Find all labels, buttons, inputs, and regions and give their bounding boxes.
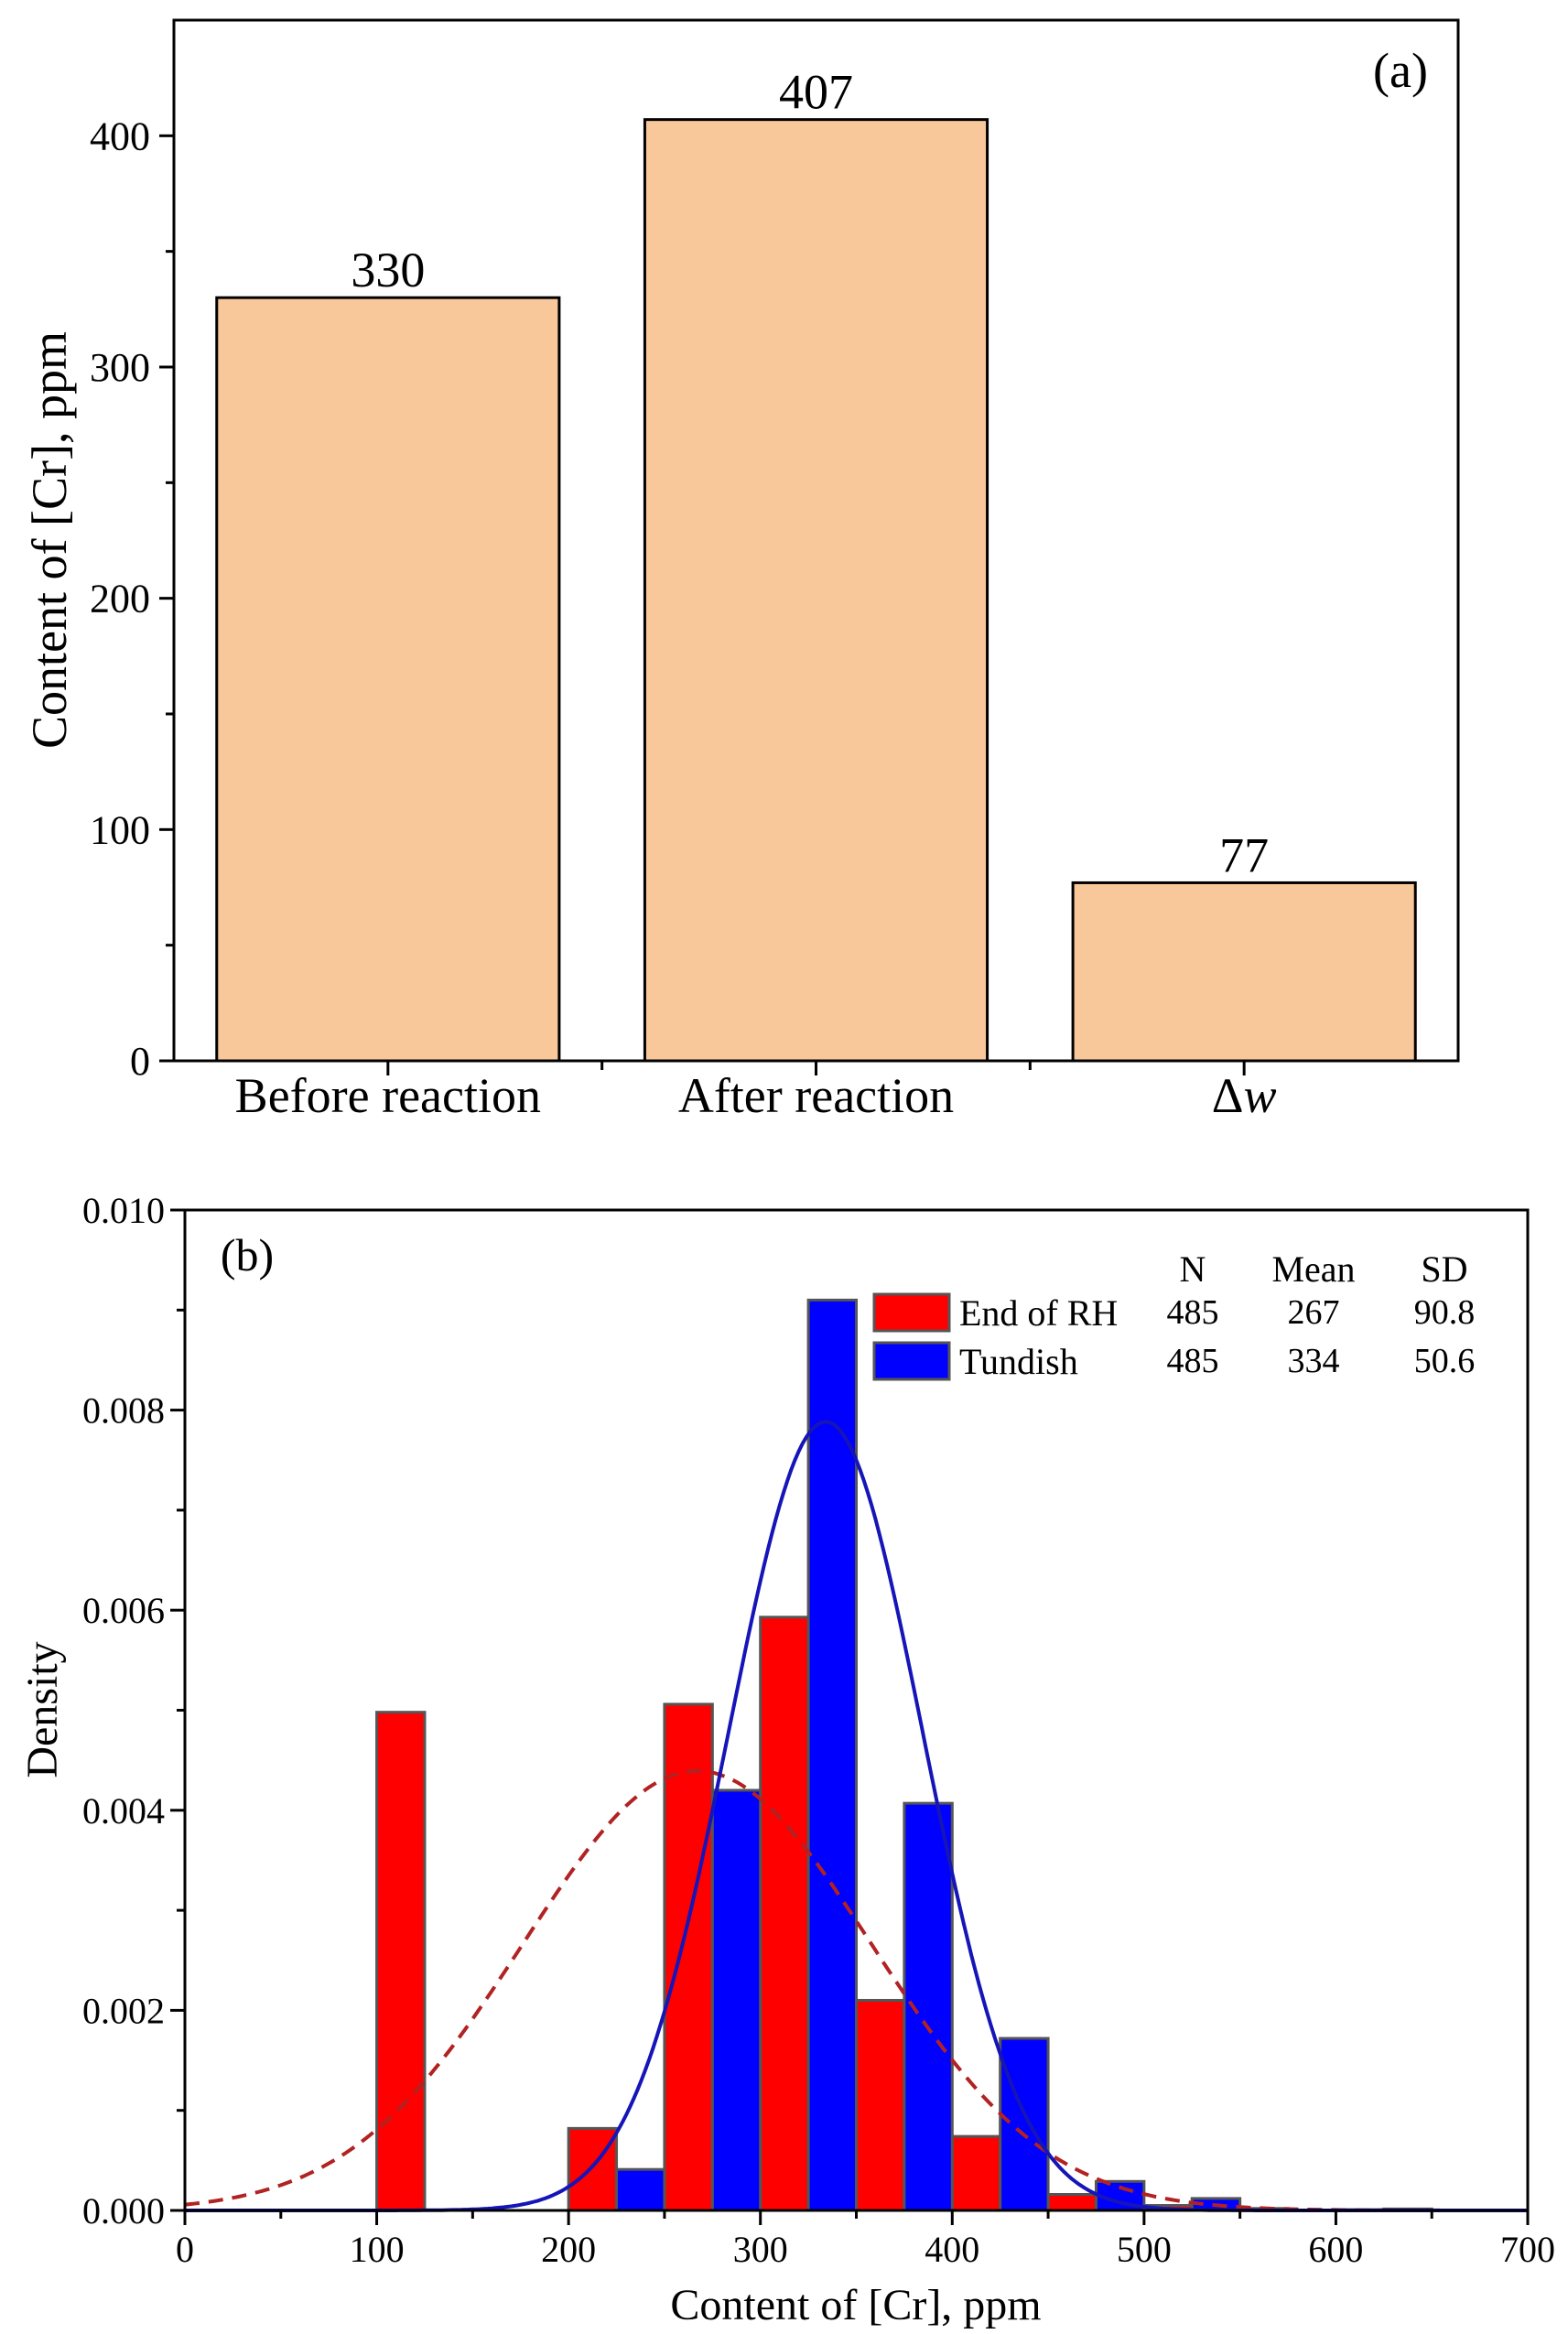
- legend-n-tundish: 485: [1167, 1342, 1219, 1380]
- x-tick-label-0: 0: [176, 2229, 194, 2270]
- legend-swatch-end-of-rh: [872, 1292, 951, 1333]
- hist-bar-end-of-rh-450: [1046, 2193, 1098, 2212]
- legend-header-sd: SD: [1421, 1248, 1467, 1290]
- bar-before-reaction: [215, 296, 561, 1063]
- x-tick-label-400: 400: [925, 2229, 979, 2270]
- hist-bar-tundish-425: [999, 2037, 1050, 2212]
- panel-b-label: (b): [221, 1229, 274, 1280]
- hist-bar-tundish-275: [710, 1788, 762, 2212]
- y-tick-label-100: 100: [90, 807, 150, 852]
- y-tick-label-200: 200: [90, 577, 150, 621]
- hist-bar-end-of-rh-100: [375, 1711, 427, 2212]
- hist-bar-end-of-rh-400: [950, 2134, 1002, 2212]
- panel-a-bar-chart: 330 407 77 0 100 200 300 400 Before reaction Af…: [22, 18, 1460, 1123]
- legend-label-end-of-rh: End of RH: [959, 1292, 1118, 1334]
- y-tick-label-2: 0.004: [82, 1790, 165, 1832]
- x-tick-label-600: 600: [1308, 2229, 1363, 2270]
- panel-a-bars: [215, 118, 1417, 1063]
- panel-b-histogram: 0.000 0.002 0.004 0.006 0.008 0.010 0 100 200 30…: [18, 1190, 1555, 2329]
- y-tick-label-0: 0.000: [82, 2190, 165, 2231]
- hist-bar-end-of-rh-200: [567, 2126, 619, 2212]
- panel-a-y-axis-title: Content of [Cr], ppm: [22, 331, 77, 749]
- hist-bar-tundish-225: [615, 2167, 666, 2212]
- data-label-after-reaction: 407: [779, 65, 853, 120]
- x-tick-label-500: 500: [1117, 2229, 1172, 2270]
- hist-bar-tundish-325: [806, 1298, 858, 2212]
- y-tick-label-400: 400: [90, 113, 150, 158]
- y-tick-label-3: 0.006: [82, 1590, 165, 1631]
- legend-n-end-of-rh: 485: [1167, 1293, 1219, 1332]
- panel-b-x-axis-title: Content of [Cr], ppm: [670, 2281, 1041, 2329]
- x-tick-label-w: Δw: [1212, 1068, 1277, 1123]
- panel-a-plot-frame: [172, 18, 1460, 1063]
- y-tick-label-300: 300: [90, 345, 150, 390]
- hist-bar-end-of-rh-350: [855, 1998, 906, 2212]
- panel-a-y-axis-ticks: 0 100 200 300 400: [90, 113, 174, 1084]
- bar-after-reaction: [643, 118, 989, 1063]
- x-tick-label-before-reaction: Before reaction: [235, 1068, 541, 1123]
- panel-a-data-labels: 330 407 77: [351, 65, 1269, 883]
- x-tick-label-700: 700: [1500, 2229, 1555, 2270]
- panel-b-y-axis-ticks: 0.000 0.002 0.004 0.006 0.008 0.010: [82, 1190, 185, 2231]
- legend-label-tundish: Tundish: [959, 1341, 1078, 1382]
- data-label-w: 77: [1219, 827, 1269, 882]
- panel-b-x-axis-ticks: 0 100 200 300 400 500 600 700: [176, 2210, 1555, 2270]
- y-tick-label-0: 0: [130, 1039, 150, 1084]
- y-tick-label-5: 0.010: [82, 1190, 165, 1231]
- panel-b-histogram-bars: [375, 1298, 1433, 2212]
- y-tick-label-4: 0.008: [82, 1390, 165, 1432]
- legend-mean-end-of-rh: 267: [1288, 1293, 1340, 1332]
- x-tick-label-200: 200: [541, 2229, 596, 2270]
- legend-swatch-tundish: [872, 1341, 951, 1381]
- hist-bar-end-of-rh-300: [759, 1615, 810, 2212]
- bar-w: [1071, 881, 1417, 1063]
- legend-sd-tundish: 50.6: [1414, 1342, 1476, 1380]
- legend-header-n: N: [1180, 1248, 1206, 1290]
- panel-b-legend: N Mean SD End of RH 485 267 90.8 Tundish…: [872, 1248, 1476, 1382]
- panel-a-x-axis-ticks: [386, 1061, 1246, 1075]
- legend-mean-tundish: 334: [1288, 1342, 1340, 1380]
- panel-a-x-category-labels: Before reaction After reaction Δw: [235, 1068, 1277, 1123]
- panel-b-plot-frame: [183, 1208, 1530, 2212]
- legend-header-mean: Mean: [1271, 1248, 1355, 1290]
- x-tick-label-300: 300: [733, 2229, 788, 2270]
- data-label-before-reaction: 330: [351, 243, 425, 297]
- hist-bar-end-of-rh-250: [663, 1702, 714, 2212]
- panel-a-label: (a): [1373, 43, 1428, 98]
- y-tick-label-1: 0.002: [82, 1990, 165, 2031]
- x-tick-label-100: 100: [350, 2229, 405, 2270]
- legend-sd-end-of-rh: 90.8: [1414, 1293, 1476, 1332]
- x-tick-label-after-reaction: After reaction: [678, 1068, 954, 1123]
- panel-b-y-axis-title: Density: [18, 1641, 67, 1778]
